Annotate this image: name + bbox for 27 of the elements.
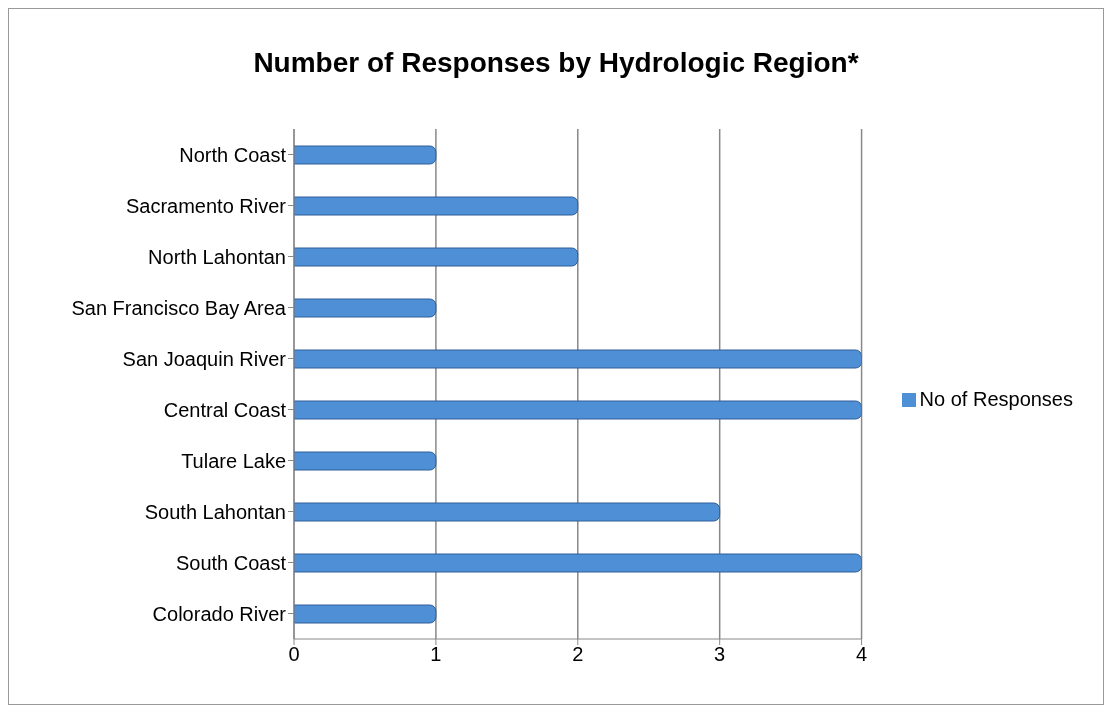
bar <box>294 502 721 522</box>
y-tick-label: San Francisco Bay Area <box>71 296 287 319</box>
y-tick-label: San Joaquin River <box>122 347 287 370</box>
x-tick-label: 2 <box>572 643 584 666</box>
bar <box>294 298 437 318</box>
y-tick-label: North Coast <box>179 143 287 166</box>
bar <box>294 145 437 165</box>
y-tick-label: South Coast <box>175 551 287 574</box>
x-tick-label: 1 <box>430 643 442 666</box>
bar <box>294 247 579 267</box>
bar <box>294 349 862 369</box>
legend-label: No of Responses <box>919 387 1073 410</box>
bar <box>294 604 437 624</box>
y-tick-label: South Lahontan <box>144 500 286 523</box>
bar <box>294 451 437 471</box>
bar <box>294 400 862 420</box>
y-tick-label: Tulare Lake <box>181 449 286 472</box>
x-tick-label: 0 <box>288 643 300 666</box>
y-tick-label: Sacramento River <box>125 194 287 217</box>
chart-title: Number of Responses by Hydrologic Region* <box>252 46 860 80</box>
bar <box>294 196 579 216</box>
y-tick-label: North Lahontan <box>148 245 286 268</box>
y-tick-label: Colorado River <box>152 602 287 625</box>
y-tick-label: Central Coast <box>163 398 287 421</box>
bar <box>294 553 862 573</box>
x-tick-label: 4 <box>856 643 868 666</box>
x-tick-label: 3 <box>714 643 726 666</box>
